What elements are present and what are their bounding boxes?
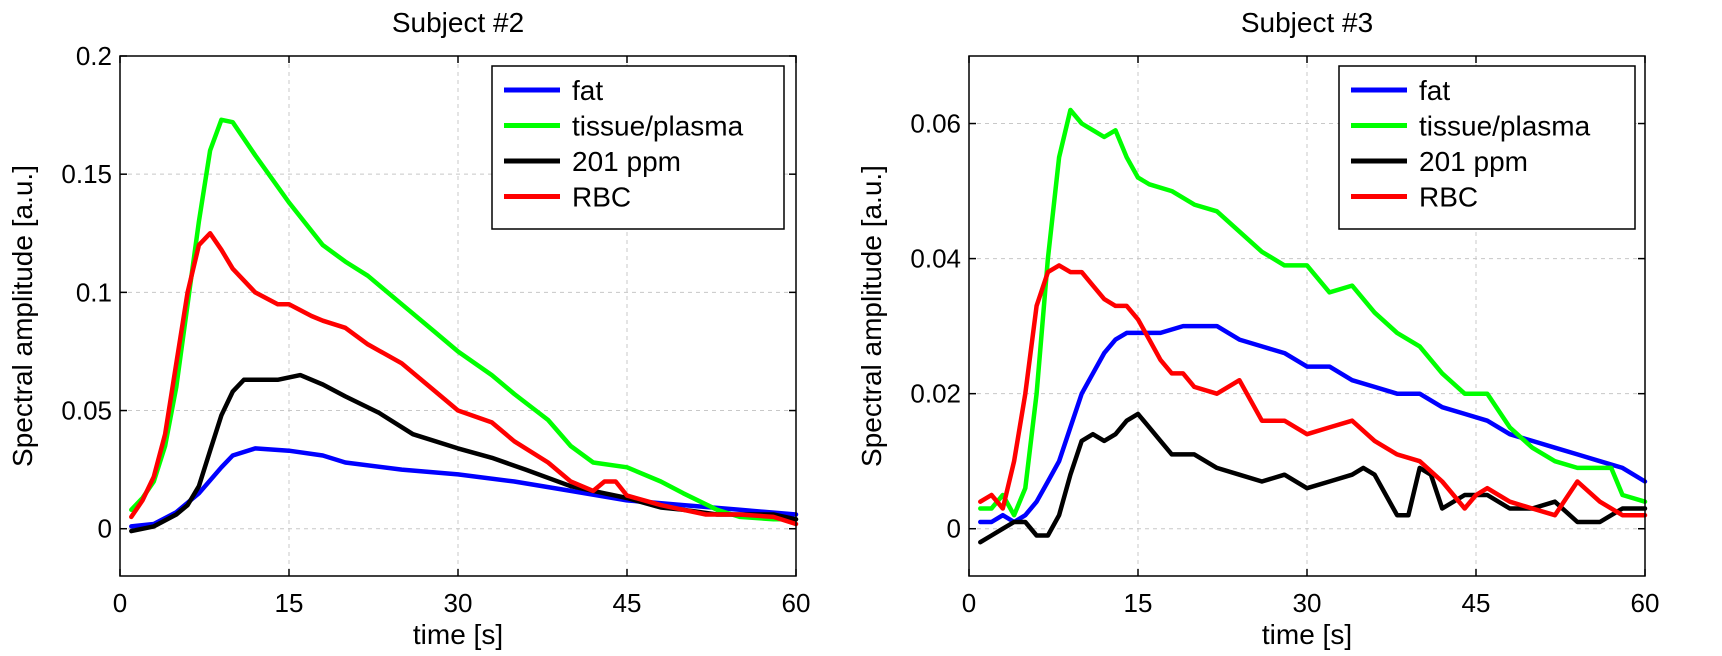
legend-label-rbc: RBC bbox=[1419, 182, 1478, 213]
y-tick-label: 0.05 bbox=[61, 396, 112, 426]
legend: fat tissue/plasma 201 ppm RBC bbox=[1338, 65, 1636, 230]
legend-label-tissue-plasma: tissue/plasma bbox=[572, 111, 744, 142]
legend: fat tissue/plasma 201 ppm RBC bbox=[491, 65, 785, 230]
y-tick-label: 0.1 bbox=[76, 277, 112, 307]
legend-label-fat: fat bbox=[572, 75, 603, 106]
y-axis-title: Spectral amplitude [a.u.] bbox=[7, 165, 38, 467]
legend-box bbox=[491, 65, 785, 230]
y-tick-label: 0.04 bbox=[910, 244, 961, 274]
x-tick-label: 60 bbox=[782, 588, 811, 618]
x-tick-label: 30 bbox=[1293, 588, 1322, 618]
series-line-rbc bbox=[129, 231, 799, 527]
legend-box bbox=[1338, 65, 1636, 230]
legend-label-rbc: RBC bbox=[572, 182, 631, 213]
x-tick-label: 15 bbox=[1124, 588, 1153, 618]
x-tick-label: 0 bbox=[962, 588, 976, 618]
series-line-201-ppm bbox=[978, 411, 1648, 545]
legend-label-201-ppm: 201 ppm bbox=[572, 146, 681, 177]
series-line-tissue-plasma bbox=[978, 107, 1648, 518]
y-tick-label: 0 bbox=[947, 514, 961, 544]
x-tick-label: 45 bbox=[1462, 588, 1491, 618]
y-tick-label: 0 bbox=[98, 514, 112, 544]
x-tick-label: 30 bbox=[444, 588, 473, 618]
x-tick-label: 0 bbox=[113, 588, 127, 618]
x-tick-label: 15 bbox=[275, 588, 304, 618]
legend-label-fat: fat bbox=[1419, 75, 1450, 106]
y-tick-label: 0.2 bbox=[76, 41, 112, 71]
chart-2: 0 15 30 45 60 0 0.02 0.04 0.06 Subject #3 time [s]… bbox=[856, 7, 1659, 650]
series-line-fat bbox=[978, 323, 1648, 525]
chart-title: Subject #3 bbox=[1241, 7, 1373, 38]
y-tick-label: 0.06 bbox=[910, 109, 961, 139]
x-axis-title: time [s] bbox=[413, 619, 503, 650]
series-line-rbc bbox=[978, 263, 1648, 518]
x-tick-label: 60 bbox=[1631, 588, 1660, 618]
legend-label-tissue-plasma: tissue/plasma bbox=[1419, 111, 1591, 142]
x-tick-label: 45 bbox=[613, 588, 642, 618]
chart-1: 0 15 30 45 60 0 0.05 0.1 0.15 0.2 Subject #2 time [… bbox=[7, 7, 810, 650]
y-tick-label: 0.15 bbox=[61, 159, 112, 189]
chart-title: Subject #2 bbox=[392, 7, 524, 38]
y-axis-title: Spectral amplitude [a.u.] bbox=[856, 165, 887, 467]
legend-label-201-ppm: 201 ppm bbox=[1419, 146, 1528, 177]
x-axis-title: time [s] bbox=[1262, 619, 1352, 650]
y-tick-label: 0.02 bbox=[910, 379, 961, 409]
